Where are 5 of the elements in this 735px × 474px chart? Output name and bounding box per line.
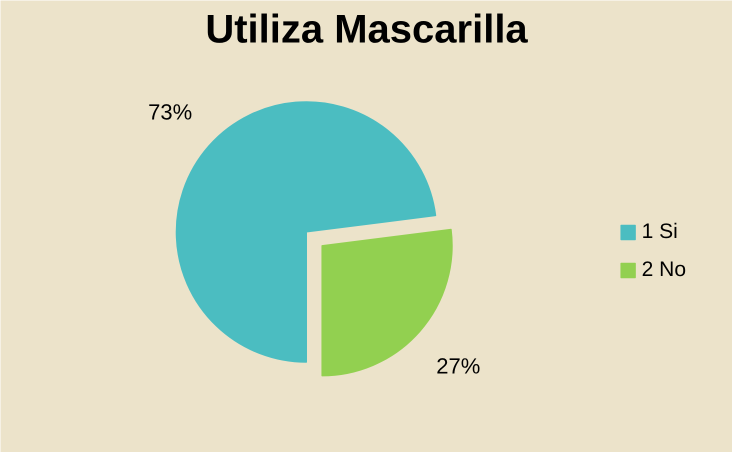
data-label: 27%: [436, 353, 480, 378]
legend-label: 1 Si: [642, 220, 678, 244]
legend-label: 2 No: [642, 258, 686, 282]
data-label: 73%: [148, 99, 192, 124]
chart-title: Utiliza Mascarilla: [205, 8, 528, 52]
